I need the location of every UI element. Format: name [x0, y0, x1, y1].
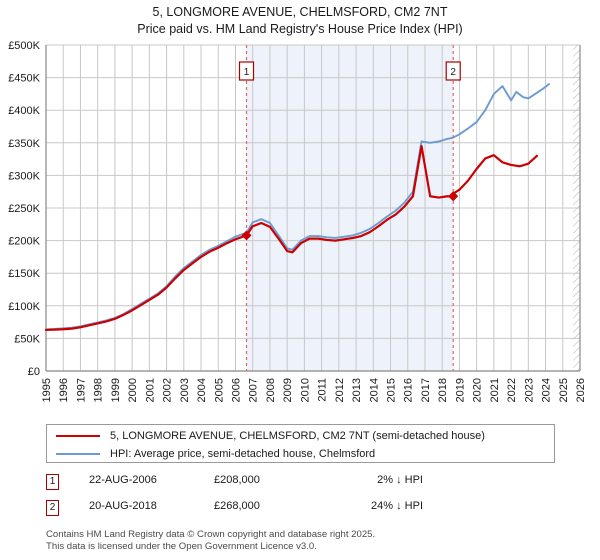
- transaction-marker-number: 2: [450, 67, 456, 78]
- x-axis-tick-label: 2005: [213, 378, 225, 402]
- y-axis-tick-label: £150K: [8, 268, 40, 280]
- chart-legend: 5, LONGMORE AVENUE, CHELMSFORD, CM2 7NT …: [46, 424, 555, 463]
- chart-plot-area: £0 £50K £100K £150K £200K £250K £300K £350K £400…: [8, 40, 587, 402]
- x-axis-tick-label: 2017: [420, 378, 432, 402]
- x-axis-tick-label: 2020: [472, 378, 484, 402]
- x-axis-tick-label: 2018: [437, 378, 449, 402]
- transaction-point-diamond: [241, 230, 252, 241]
- y-axis-tick-label: £0: [28, 366, 40, 378]
- transaction-marker-number: 1: [244, 67, 250, 78]
- x-axis-tick-label: 2015: [386, 378, 398, 402]
- table-row: 1 22-AUG-2006 £208,000 2% ↓ HPI: [46, 472, 526, 498]
- x-axis-tick-label: 2012: [334, 378, 346, 402]
- x-axis-tick-label: 2025: [558, 378, 570, 402]
- x-axis-tick-label: 2011: [317, 378, 329, 402]
- x-axis-tick-label: 2008: [265, 378, 277, 402]
- attribution-footer: Contains HM Land Registry data © Crown c…: [46, 529, 586, 552]
- y-axis-tick-label: £300K: [8, 170, 40, 182]
- x-axis-tick-label: 2003: [179, 378, 191, 402]
- transaction-date-1: 22-AUG-2006: [89, 474, 157, 486]
- x-axis-tick-label: 2004: [196, 378, 208, 402]
- x-axis-tick-label: 2016: [403, 378, 415, 402]
- y-axis-tick-label: £500K: [8, 40, 40, 52]
- x-axis-tick-label: 1996: [58, 378, 70, 402]
- chart-title: 5, LONGMORE AVENUE, CHELMSFORD, CM2 7NT: [152, 5, 448, 19]
- x-axis-tick-label: 1995: [41, 378, 53, 402]
- y-axis-tick-label: £100K: [8, 301, 40, 313]
- x-axis-tick-label: 1998: [93, 378, 105, 402]
- x-axis-tick-label: 2000: [127, 378, 139, 402]
- x-axis-tick-label: 2010: [299, 378, 311, 402]
- y-axis-tick-label: £450K: [8, 73, 40, 85]
- transaction-hpi-delta-1: 2% ↓ HPI: [377, 474, 423, 486]
- x-axis-tick-label: 2001: [144, 378, 156, 402]
- transaction-price-2: £268,000: [214, 500, 260, 512]
- y-axis-tick-label: £350K: [8, 138, 40, 150]
- x-axis-tick-label: 2022: [506, 378, 518, 402]
- transaction-price-1: £208,000: [214, 474, 260, 486]
- transaction-hpi-delta-2: 24% ↓ HPI: [371, 500, 423, 512]
- page-title: 5, LONGMORE AVENUE, CHELMSFORD, CM2 7NT …: [0, 4, 600, 38]
- x-axis-tick-label: 2013: [351, 378, 363, 402]
- x-axis-tick-label: 2021: [489, 378, 501, 402]
- x-axis-tick-label: 2002: [162, 378, 174, 402]
- x-axis-tick-label: 2014: [368, 378, 380, 402]
- y-axis-tick-label: £250K: [8, 203, 40, 215]
- x-axis-tick-label: 2009: [282, 378, 294, 402]
- legend-swatch-price-paid: [56, 434, 100, 437]
- x-axis-tick-label: 2019: [454, 378, 466, 402]
- x-axis-tick-label: 2026: [575, 378, 587, 402]
- transaction-marker-box: [238, 61, 255, 81]
- legend-label-hpi: HPI: Average price, semi-detached house,…: [110, 447, 376, 460]
- x-axis-tick-label: 2006: [230, 378, 242, 402]
- y-axis-tick-label: £200K: [8, 236, 40, 248]
- transaction-badge-1: 1: [46, 474, 59, 490]
- table-row: 2 20-AUG-2018 £268,000 24% ↓ HPI: [46, 498, 526, 524]
- x-axis-tick-label: 2024: [541, 378, 553, 402]
- x-axis-tick-label: 1999: [110, 378, 122, 402]
- transaction-marker-box: [445, 61, 461, 81]
- legend-swatch-hpi: [56, 452, 100, 455]
- footer-licence-line: This data is licensed under the Open Gov…: [46, 540, 317, 552]
- transaction-badge-2: 2: [46, 500, 59, 516]
- transaction-date-2: 20-AUG-2018: [89, 500, 157, 512]
- y-axis-tick-label: £50K: [14, 333, 40, 345]
- x-axis-tick-label: 2023: [523, 378, 535, 402]
- legend-label-price-paid: 5, LONGMORE AVENUE, CHELMSFORD, CM2 7NT …: [110, 429, 485, 442]
- transaction-point-diamond: [448, 191, 459, 202]
- legend-item-price-paid: 5, LONGMORE AVENUE, CHELMSFORD, CM2 7NT …: [47, 426, 554, 445]
- x-axis-tick-label: 2007: [248, 378, 260, 402]
- series-line-hpi: [45, 83, 550, 331]
- price-history-linechart: £0 £50K £100K £150K £200K £250K £300K £350K £400…: [8, 40, 587, 402]
- x-axis-tick-label: 1997: [75, 378, 87, 402]
- y-axis-tick-label: £400K: [8, 105, 40, 117]
- footer-copyright-line: Contains HM Land Registry data © Crown c…: [46, 529, 376, 540]
- legend-item-hpi: HPI: Average price, semi-detached house,…: [47, 444, 554, 463]
- transaction-list: 1 22-AUG-2006 £208,000 2% ↓ HPI 2 20-AUG…: [46, 472, 526, 524]
- chart-subtitle: Price paid vs. HM Land Registry's House …: [137, 22, 463, 36]
